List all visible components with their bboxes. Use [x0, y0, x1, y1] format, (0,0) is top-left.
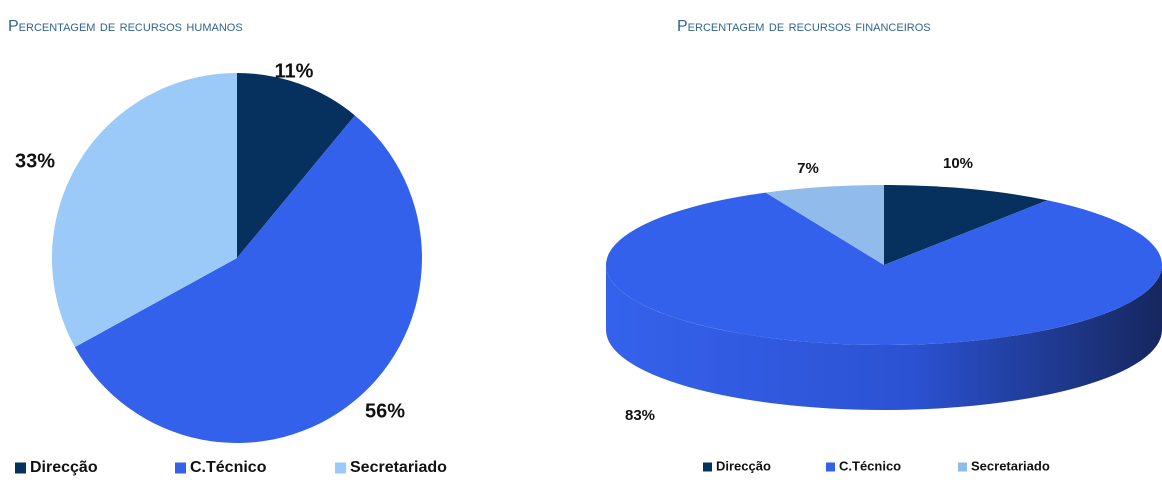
pie-slice: [884, 185, 1048, 265]
legend-swatch: [175, 462, 186, 474]
pie-slice: [765, 185, 884, 265]
legend-swatch: [703, 462, 712, 472]
data-label: 83%: [625, 407, 655, 424]
data-label: 10%: [943, 155, 973, 172]
data-label: 56%: [365, 400, 405, 422]
legend-label: Secretariado: [971, 458, 1050, 473]
legend-label: Secretariado: [350, 459, 447, 476]
pie-slice: [74, 115, 422, 444]
data-label: 7%: [797, 160, 819, 177]
chart-title: Percentagem de recursos humanos: [8, 18, 243, 35]
pie-slice: [605, 192, 1162, 346]
legend-swatch: [335, 462, 346, 474]
pie-slice: [52, 73, 237, 348]
pie-slice: [237, 73, 355, 258]
legend-label: Direcção: [716, 458, 771, 473]
pie-side: [606, 265, 1162, 410]
legend-label: Direcção: [30, 459, 98, 476]
legend-swatch: [15, 462, 26, 474]
legend-label: C.Técnico: [190, 459, 267, 476]
legend-swatch: [958, 462, 967, 472]
legend-label: C.Técnico: [839, 458, 901, 473]
chart-title: Percentagem de recursos financeiros: [677, 18, 931, 35]
data-label: 11%: [275, 60, 314, 82]
legend-swatch: [826, 462, 835, 472]
data-label: 33%: [15, 150, 55, 172]
